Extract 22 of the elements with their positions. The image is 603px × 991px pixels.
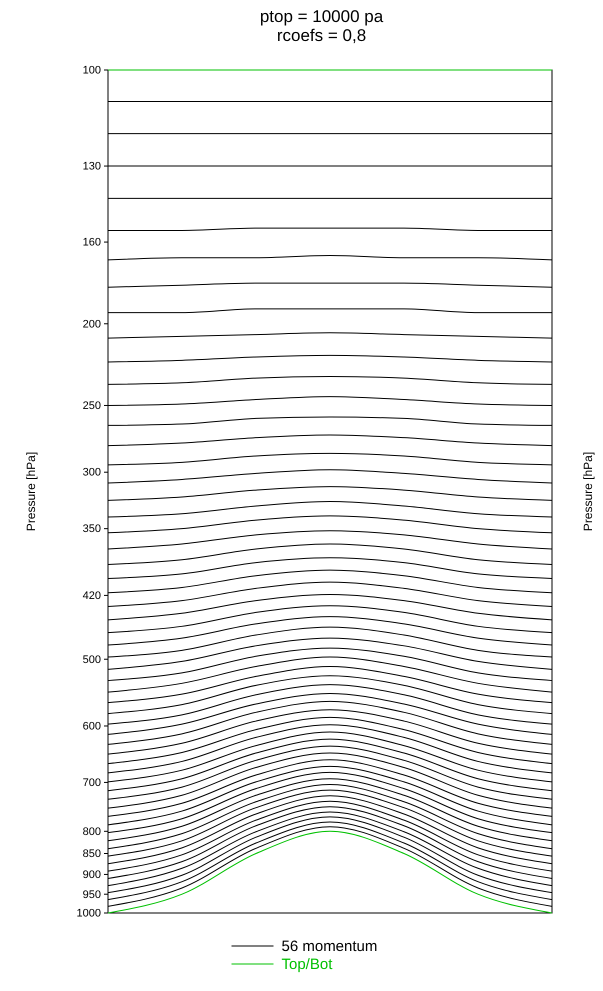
y-tick-label: 1000 — [76, 908, 101, 920]
y-tick-label: 800 — [82, 826, 101, 838]
legend-label: Top/Bot — [282, 956, 334, 973]
y-tick-label: 130 — [82, 160, 101, 173]
y-tick-label: 500 — [82, 654, 101, 666]
y-tick-label: 950 — [82, 888, 101, 901]
y-tick-label: 350 — [82, 523, 101, 536]
y-tick-label: 600 — [82, 720, 101, 732]
y-tick-label: 850 — [82, 848, 101, 860]
y2-axis-title: Pressure [hPa] — [581, 452, 595, 532]
chart-title: ptop = 10000 pa — [260, 7, 384, 26]
y-tick-label: 200 — [82, 318, 101, 330]
y-tick-label: 700 — [82, 776, 101, 789]
y-tick-label: 160 — [82, 236, 101, 249]
legend-label: 56 momentum — [282, 938, 378, 955]
y-tick-label: 900 — [82, 868, 101, 881]
y-tick-label: 250 — [82, 400, 101, 412]
chart-subtitle: rcoefs = 0,8 — [276, 26, 366, 45]
y-tick-label: 100 — [82, 64, 101, 77]
y-axis-title: Pressure [hPa] — [24, 452, 38, 532]
y-tick-label: 300 — [82, 466, 101, 479]
y-tick-label: 420 — [82, 590, 101, 602]
